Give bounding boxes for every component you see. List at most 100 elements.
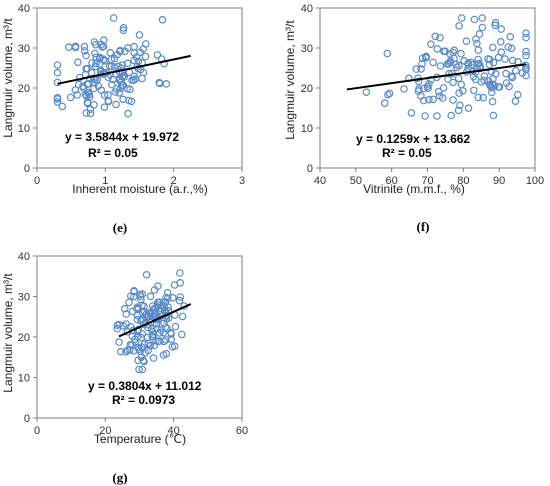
data-point [126,85,134,94]
data-point [149,332,157,341]
data-point [473,39,481,48]
y-axis-label-f: Langmuir volume, m³/t [283,20,297,140]
data-point [502,69,510,78]
data-point [85,90,94,99]
data-point [121,304,129,313]
data-point [486,55,494,64]
panel-label-e: (e) [113,220,127,235]
data-point [469,72,478,81]
data-point [383,49,392,58]
plot-area-f: 40 50 60 70 80 90 100 0 10 20 30 40 [301,3,544,187]
trend-line [346,63,527,91]
data-point [485,60,494,69]
data-point [123,59,132,68]
data-point [426,40,435,49]
data-point [137,292,145,301]
data-point [108,80,116,89]
data-point [436,33,444,42]
data-point [452,63,461,72]
data-point [417,92,425,100]
data-point [501,55,509,63]
data-point [90,101,98,109]
data-point [511,97,520,106]
data-point [489,75,497,83]
data-point [176,269,184,277]
data-point [478,23,487,32]
data-point [73,91,82,99]
data-point [81,90,90,99]
data-point [496,37,505,46]
data-point [176,293,185,301]
x-axis-label-e: Inherent moisture (a.r.,%) [72,182,207,196]
r-squared-f: R² = 0.05 [382,146,432,160]
data-point [99,42,108,51]
y-tick-label: 30 [301,43,313,55]
y-tick-label: 10 [18,373,30,385]
data-point [464,104,473,113]
data-point [144,339,153,348]
data-point [522,47,530,56]
data-point [449,48,457,57]
data-point [149,354,158,362]
data-point [480,72,489,80]
x-tick-label: 90 [493,175,505,187]
data-point [127,292,135,300]
data-point [110,54,119,63]
y-tick-label: 40 [301,3,313,15]
data-point [134,343,142,352]
data-point [488,80,497,89]
y-tick-label: 20 [301,83,313,95]
x-tick-label: 60 [236,425,248,437]
data-point [443,60,452,68]
data-point [147,325,156,333]
data-point [479,93,488,102]
data-point [475,30,484,38]
data-point [74,58,82,67]
data-point [158,15,167,24]
data-point [491,21,499,30]
data-point [425,95,433,104]
x-tick-label: 70 [421,175,433,187]
data-point [71,43,80,52]
x-tick-label: 50 [350,175,362,187]
data-point [488,43,497,52]
data-point [508,56,517,65]
data-point [91,49,99,58]
data-point [133,304,141,313]
data-point [433,112,441,120]
data-point [82,109,91,117]
data-point [488,97,497,106]
data-point [142,310,151,318]
data-point [58,102,67,111]
trend-line [118,303,192,338]
x-axis-label-g: Temperature (℃) [94,432,186,446]
data-point [136,48,145,57]
data-point [118,73,127,81]
data-point [435,92,444,100]
data-point [53,68,62,77]
data-point [112,100,120,109]
data-point [153,324,161,333]
data-point [487,88,496,97]
data-point [474,46,483,54]
data-point [100,91,109,99]
data-point [121,47,129,56]
data-point [457,49,465,58]
data-point [106,48,115,57]
data-point [105,62,114,71]
data-point [171,322,180,331]
y-tick-label: 30 [18,292,30,304]
data-point [142,270,151,279]
data-point [90,79,99,87]
data-point [439,47,448,56]
data-point [439,84,448,92]
data-point [447,111,456,120]
y-axis-label-g: Langmuir volume, m³/t [1,273,15,393]
data-point [90,84,98,93]
data-point [150,286,159,294]
data-point [449,78,457,87]
data-point [522,29,530,38]
trend-equation-g: y = 0.3804x + 11.012 [88,379,202,393]
x-tick-label: 0 [34,175,40,187]
data-point [74,80,83,89]
